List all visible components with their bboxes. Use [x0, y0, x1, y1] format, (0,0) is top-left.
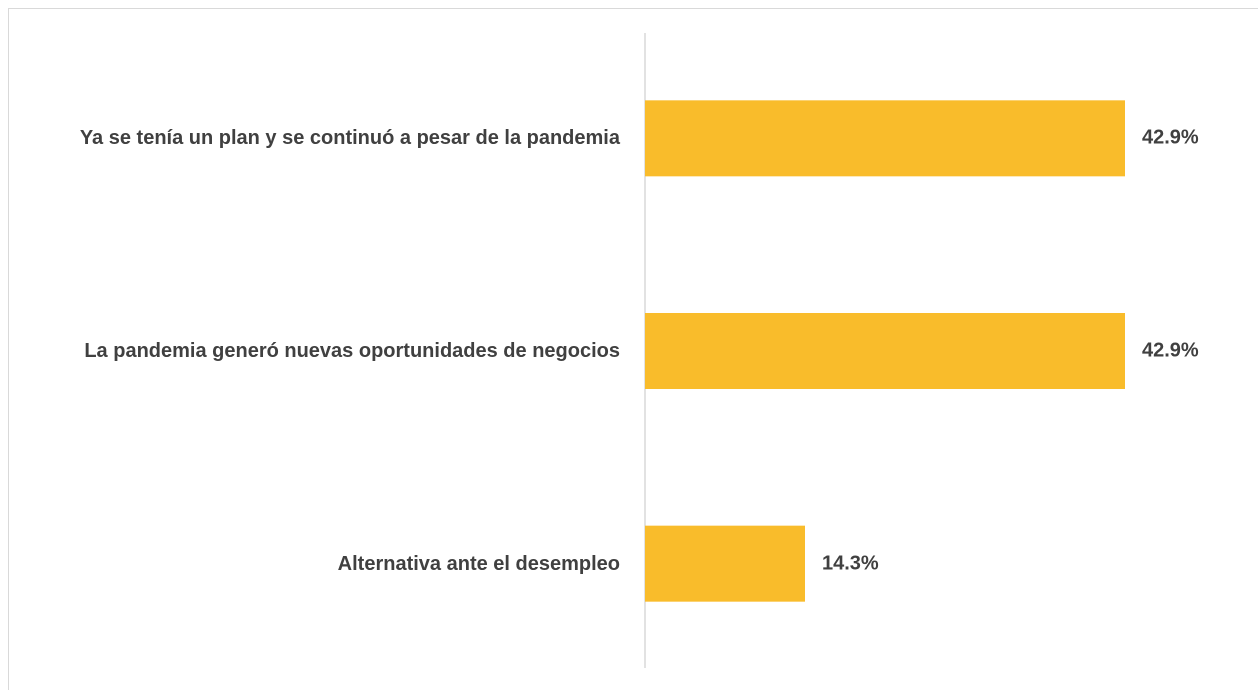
- category-label-box: La pandemia generó nuevas oportunidades …: [20, 338, 620, 364]
- category-label: Alternativa ante el desempleo: [337, 552, 620, 575]
- category-label: La pandemia generó nuevas oportunidades …: [84, 340, 620, 362]
- bar: [645, 525, 805, 602]
- category-label-box: Ya se tenía un plan y se continuó a pesa…: [20, 125, 620, 151]
- bar: [645, 313, 1125, 389]
- value-label: 42.9%: [1142, 126, 1199, 149]
- value-label: 14.3%: [822, 552, 879, 575]
- category-label: Ya se tenía un plan y se continuó a pesa…: [79, 127, 620, 150]
- value-label: 42.9%: [1142, 339, 1199, 362]
- bar: [645, 100, 1125, 177]
- category-label-box: Alternativa ante el desempleo: [20, 551, 620, 577]
- chart-frame: [8, 8, 1258, 690]
